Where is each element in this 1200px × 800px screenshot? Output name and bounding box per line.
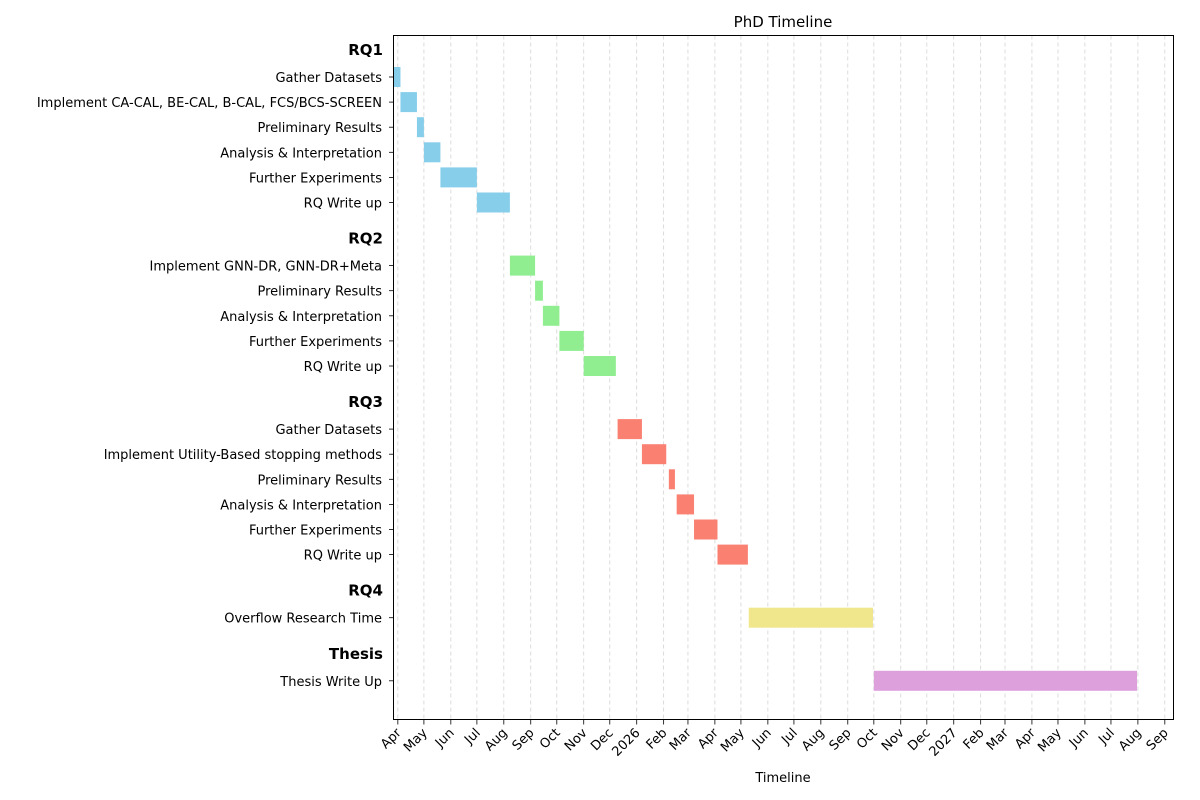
task-bar [423,142,441,163]
x-tick-label: May [401,726,431,756]
task-label: RQ Write up [304,197,382,212]
task-bar [873,670,1138,691]
x-tick-label: May [1035,726,1065,756]
x-tick-label: Oct [854,726,881,753]
task-label: Analysis & Interpretation [220,146,382,161]
task-label: Gather Datasets [275,71,382,86]
chart-title: PhD Timeline [734,13,833,31]
y-axis-labels: RQ1 Gather Datasets Implement CA-CAL, BE-C… [37,41,394,690]
x-tick-label: Nov [562,726,591,755]
task-label: Further Experiments [249,171,382,186]
task-bar [559,330,584,351]
group-header: RQ2 [348,230,383,248]
task-label: Implement CA-CAL, BE-CAL, B-CAL, FCS/BCS… [37,96,382,111]
x-tick-label: Mar [667,725,695,753]
x-tick-label: Mar [984,725,1012,753]
group-header: RQ3 [348,393,383,411]
x-tick-label: Jul [461,726,483,748]
task-label: Gather Datasets [275,423,382,438]
x-tick-label: Aug [799,726,828,755]
x-tick-label: Oct [537,726,564,753]
task-bar [641,444,667,465]
x-tick-label: Jun [749,726,775,752]
task-bar [535,280,543,301]
task-bar [617,419,642,440]
x-tick-label: Sep [510,726,538,754]
task-label: RQ Write up [304,360,382,375]
task-label: Analysis & Interpretation [220,310,382,325]
x-tick-label: Aug [482,726,511,755]
task-label: Further Experiments [249,335,382,350]
x-axis-label: Timeline [754,771,810,786]
x-tick-label: Apr [1012,725,1039,752]
task-bar [393,67,401,87]
task-label: Thesis Write Up [279,675,382,690]
task-label: Further Experiments [249,524,382,539]
task-bar [583,356,616,376]
group-header: RQ1 [348,41,383,59]
grid-lines [397,35,1166,720]
group-header: RQ4 [348,582,383,600]
x-tick-label: Jul [1095,726,1117,748]
task-bar [717,544,748,565]
x-tick-label: May [718,726,748,756]
x-tick-label: Jul [778,726,800,748]
task-label: Preliminary Results [258,121,383,136]
x-tick-label: Nov [879,726,908,755]
x-tick-label: Feb [961,726,988,753]
task-label: Preliminary Results [258,473,383,488]
task-bars [393,67,1138,691]
x-tick-label: 2027 [927,726,961,760]
task-bar [416,117,424,138]
x-tick-label: Sep [827,726,855,754]
task-label: Analysis & Interpretation [220,498,382,513]
task-label: Overflow Research Time [224,612,382,627]
task-bar [748,607,873,628]
task-bar [694,519,718,540]
x-tick-label: Aug [1116,726,1145,755]
task-label: Preliminary Results [258,285,383,300]
task-bar [400,92,417,113]
task-label: Implement Utility-Based stopping methods [104,448,383,463]
x-tick-label: Jun [1066,726,1092,752]
task-bar [542,305,560,326]
x-tick-label: Sep [1144,726,1172,754]
task-bar [440,167,477,188]
task-bar [668,469,675,490]
group-header: Thesis [329,645,383,663]
task-bar [509,255,536,276]
task-label: RQ Write up [304,549,382,564]
task-bar [676,494,695,515]
x-tick-label: Apr [378,725,405,752]
task-bar [476,192,510,213]
task-label: Implement GNN-DR, GNN-DR+Meta [150,260,382,275]
x-tick-label: 2026 [610,726,644,760]
x-tick-label: Apr [695,725,722,752]
x-tick-label: Jun [432,726,458,752]
plot-frame [393,35,1174,720]
x-tick-label: Feb [644,726,671,753]
